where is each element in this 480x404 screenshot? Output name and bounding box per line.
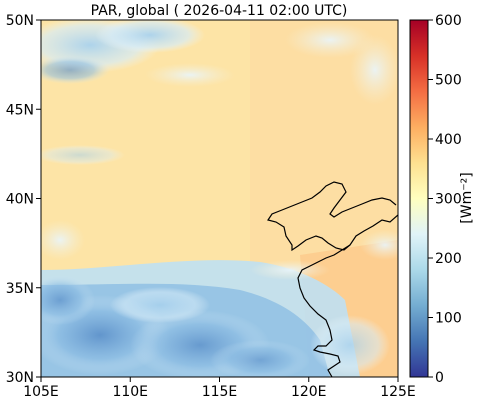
x-tick-label: 105E: [23, 384, 59, 400]
colorbar-tick-label: 200: [435, 251, 462, 267]
coastline: [267, 181, 398, 377]
colorbar-tick-label: 600: [435, 13, 462, 29]
x-tick-label: 120E: [291, 384, 327, 400]
x-tick-label: 110E: [112, 384, 148, 400]
y-tick-label: 30N: [6, 370, 34, 386]
colorbar-tick-label: 300: [435, 192, 462, 208]
x-tick-label: 115E: [202, 384, 238, 400]
y-axis: 50N 45N 40N 35N 30N: [6, 13, 41, 386]
colorbar-tick-label: 0: [435, 370, 444, 386]
colorbar-label: [Wm⁻²]: [459, 172, 475, 223]
south-cloud-mass: [41, 230, 398, 377]
y-tick-label: 45N: [6, 102, 34, 118]
colorbar-ticks: 600 500 400 300 200 100 0: [428, 13, 462, 386]
map-title: PAR, global ( 2026-04-11 02:00 UTC): [91, 3, 348, 19]
x-tick-label: 125E: [380, 384, 416, 400]
colorbar-tick-label: 100: [435, 311, 462, 327]
par-field: [41, 20, 398, 377]
x-axis: 105E 110E 115E 120E 125E: [23, 377, 416, 400]
colorbar-tick-label: 500: [435, 73, 462, 89]
north-cloud-band: [41, 20, 398, 260]
colorbar: 600 500 400 300 200 100 0 [Wm⁻²]: [409, 13, 475, 386]
colorbar-tick-label: 400: [435, 132, 462, 148]
y-tick-label: 40N: [6, 192, 34, 208]
y-tick-label: 35N: [6, 281, 34, 297]
colorbar-scale: [409, 19, 429, 378]
y-tick-label: 50N: [6, 13, 34, 29]
